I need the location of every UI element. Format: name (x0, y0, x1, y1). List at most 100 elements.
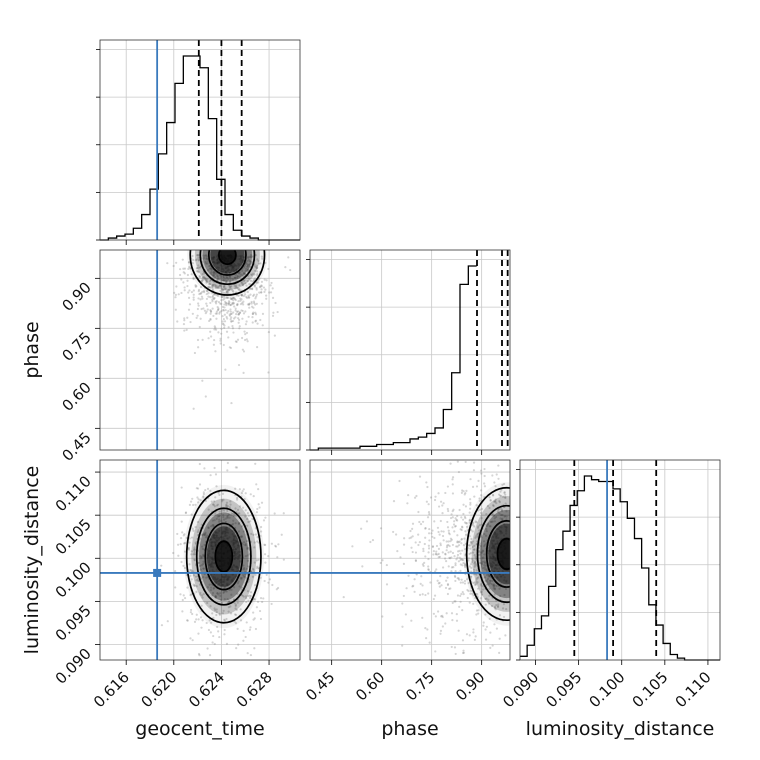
sample-point (239, 505, 242, 508)
sample-point (475, 578, 478, 581)
sample-point (235, 608, 238, 611)
sample-point (392, 530, 395, 534)
sample-point (480, 562, 483, 565)
sample-point (210, 547, 214, 550)
sample-point (211, 274, 214, 277)
sample-point (258, 506, 261, 509)
sample-point (203, 309, 206, 312)
sample-point (381, 559, 384, 562)
sample-point (227, 288, 231, 291)
sample-point (229, 285, 232, 288)
sample-point (477, 587, 480, 590)
sample-point (245, 596, 248, 600)
sample-point (241, 309, 244, 313)
sample-point (260, 288, 263, 291)
sample-point (477, 609, 480, 612)
sample-point (245, 320, 248, 323)
sample-point (474, 561, 477, 565)
sample-point (425, 500, 428, 503)
sample-point (232, 564, 235, 567)
sample-point (201, 290, 204, 293)
sample-point (500, 575, 503, 578)
sample-point (432, 553, 435, 556)
sample-point (182, 594, 185, 597)
sample-point (260, 285, 263, 288)
sample-point (258, 609, 262, 613)
sample-point (244, 293, 247, 296)
sample-point (450, 513, 453, 516)
sample-point (470, 575, 473, 579)
sample-point (493, 607, 497, 610)
sample-point (235, 268, 238, 271)
sample-point (493, 584, 496, 587)
sample-point (232, 296, 235, 300)
sample-point (468, 634, 471, 637)
sample-point (228, 271, 231, 274)
sample-point (489, 520, 492, 524)
sample-point (450, 612, 454, 615)
sample-point (240, 309, 243, 312)
sample-point (248, 594, 251, 597)
sample-point (409, 529, 412, 533)
sample-point (241, 284, 245, 287)
sample-point (250, 532, 253, 536)
sample-point (255, 559, 258, 562)
sample-point (230, 269, 233, 272)
sample-point (216, 592, 219, 595)
sample-point (236, 601, 239, 604)
sample-point (240, 294, 243, 297)
sample-point (202, 491, 205, 494)
sample-point (493, 570, 496, 573)
sample-point (478, 523, 482, 527)
sample-point (234, 552, 237, 555)
sample-point (229, 318, 232, 321)
sample-point (193, 553, 196, 556)
sample-point (493, 500, 497, 503)
sample-point (460, 528, 463, 532)
sample-point (201, 533, 204, 537)
sample-point (160, 564, 163, 567)
sample-point (229, 605, 232, 608)
sample-point (232, 539, 235, 542)
sample-point (255, 288, 258, 291)
sample-point (454, 564, 457, 567)
sample-point (483, 467, 486, 471)
sample-point (226, 577, 229, 580)
sample-point (226, 317, 229, 320)
sample-point (214, 538, 218, 542)
sample-point (219, 342, 222, 345)
sample-point (236, 286, 239, 290)
sample-point (260, 284, 263, 287)
sample-point (233, 284, 236, 288)
sample-point (222, 583, 225, 587)
sample-point (188, 563, 191, 566)
sample-point (473, 581, 476, 584)
sample-point (459, 563, 462, 566)
sample-point (439, 519, 442, 523)
sample-point (428, 539, 431, 542)
sample-point (196, 253, 199, 257)
sample-point (213, 325, 216, 328)
sample-point (208, 319, 211, 323)
sample-point (235, 340, 238, 343)
sample-point (401, 644, 404, 647)
sample-point (445, 579, 448, 582)
sample-point (456, 534, 459, 537)
sample-point (222, 275, 225, 278)
sample-point (481, 560, 484, 563)
sample-point (211, 558, 214, 561)
sample-point (197, 256, 200, 259)
sample-point (449, 516, 453, 520)
sample-point (247, 269, 250, 272)
sample-point (215, 517, 218, 520)
sample-point (200, 564, 203, 567)
sample-point (218, 312, 221, 315)
sample-point (249, 254, 253, 257)
sample-point (209, 312, 212, 315)
sample-point (206, 262, 209, 265)
sample-point (195, 267, 198, 270)
sample-point (196, 269, 199, 273)
sample-point (427, 503, 430, 506)
sample-point (453, 574, 457, 577)
sample-point (202, 254, 205, 257)
